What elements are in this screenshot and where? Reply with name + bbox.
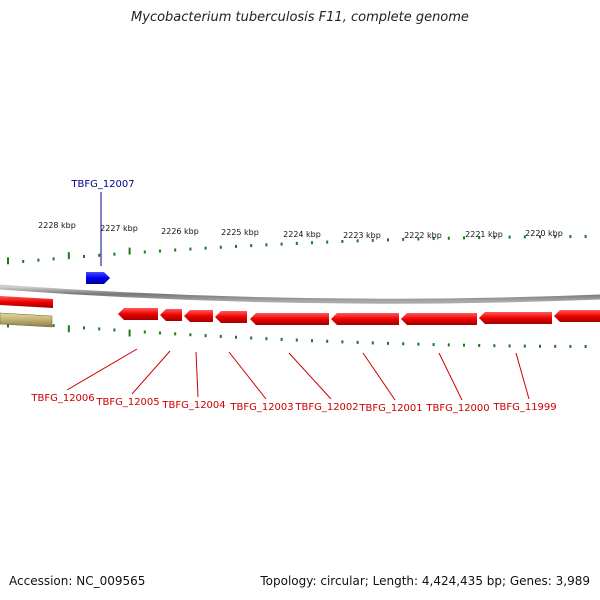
gene-tbfg-12007-arrow[interactable]	[86, 272, 110, 284]
ruler-label: 2224 kbp	[283, 230, 321, 239]
gene-arrow-reverse[interactable]	[160, 309, 182, 321]
ruler-label: 2220 kbp	[525, 229, 563, 238]
gene-label-leader	[362, 352, 396, 401]
gene-label-leader	[438, 352, 463, 401]
gene-label-tbfg-12005[interactable]: TBFG_12005	[95, 397, 159, 408]
gene-label-tbfg-12002[interactable]: TBFG_12002	[294, 402, 358, 413]
gene-label-tbfg-12001[interactable]: TBFG_12001	[358, 403, 422, 414]
gene-label-leader	[195, 351, 199, 398]
ruler-label: 2222 kbp	[404, 231, 442, 240]
gene-label-tbfg-12004[interactable]: TBFG_12004	[161, 400, 225, 411]
gene-arrow-reverse[interactable]	[479, 312, 552, 324]
gene-arrow-reverse[interactable]	[215, 311, 247, 323]
gene-arrow-reverse[interactable]	[0, 296, 53, 308]
gene-label-tbfg-12003[interactable]: TBFG_12003	[229, 402, 293, 413]
ruler-label: 2225 kbp	[221, 228, 259, 237]
gene-arrow-reverse[interactable]	[250, 313, 329, 325]
ruler-label: 2223 kbp	[343, 231, 381, 240]
gene-arrow-reverse[interactable]	[331, 313, 399, 325]
gene-label-tbfg-12006[interactable]: TBFG_12006	[30, 393, 94, 404]
map-title: Mycobacterium tuberculosis F11, complete…	[131, 10, 469, 25]
ruler-label: 2226 kbp	[161, 227, 199, 236]
gene-label-tbfg-12007[interactable]: TBFG_12007	[70, 179, 134, 190]
ruler-label: 2221 kbp	[465, 230, 503, 239]
gene-arrow-reverse[interactable]	[118, 308, 158, 320]
gene-label-leader	[515, 352, 530, 400]
gene-label-leader	[228, 351, 267, 400]
gene-label-tbfg-11999[interactable]: TBFG_11999	[492, 402, 556, 413]
genome-backbone	[0, 284, 600, 304]
genome-summary-text: Topology: circular; Length: 4,424,435 bp…	[260, 574, 590, 588]
feature-other	[0, 312, 53, 328]
gene-label-leader	[66, 348, 138, 391]
ruler-label: 2228 kbp	[38, 221, 76, 230]
gene-arrow-reverse[interactable]	[554, 310, 600, 322]
accession-text: Accession: NC_009565	[9, 574, 146, 588]
gene-label-leader	[131, 350, 171, 395]
gene-arrow-reverse[interactable]	[401, 313, 477, 325]
gene-label-leader	[288, 352, 332, 400]
ruler-label: 2227 kbp	[100, 224, 138, 233]
gene-arrow-reverse[interactable]	[184, 310, 213, 322]
gene-label-tbfg-12000[interactable]: TBFG_12000	[425, 403, 489, 414]
